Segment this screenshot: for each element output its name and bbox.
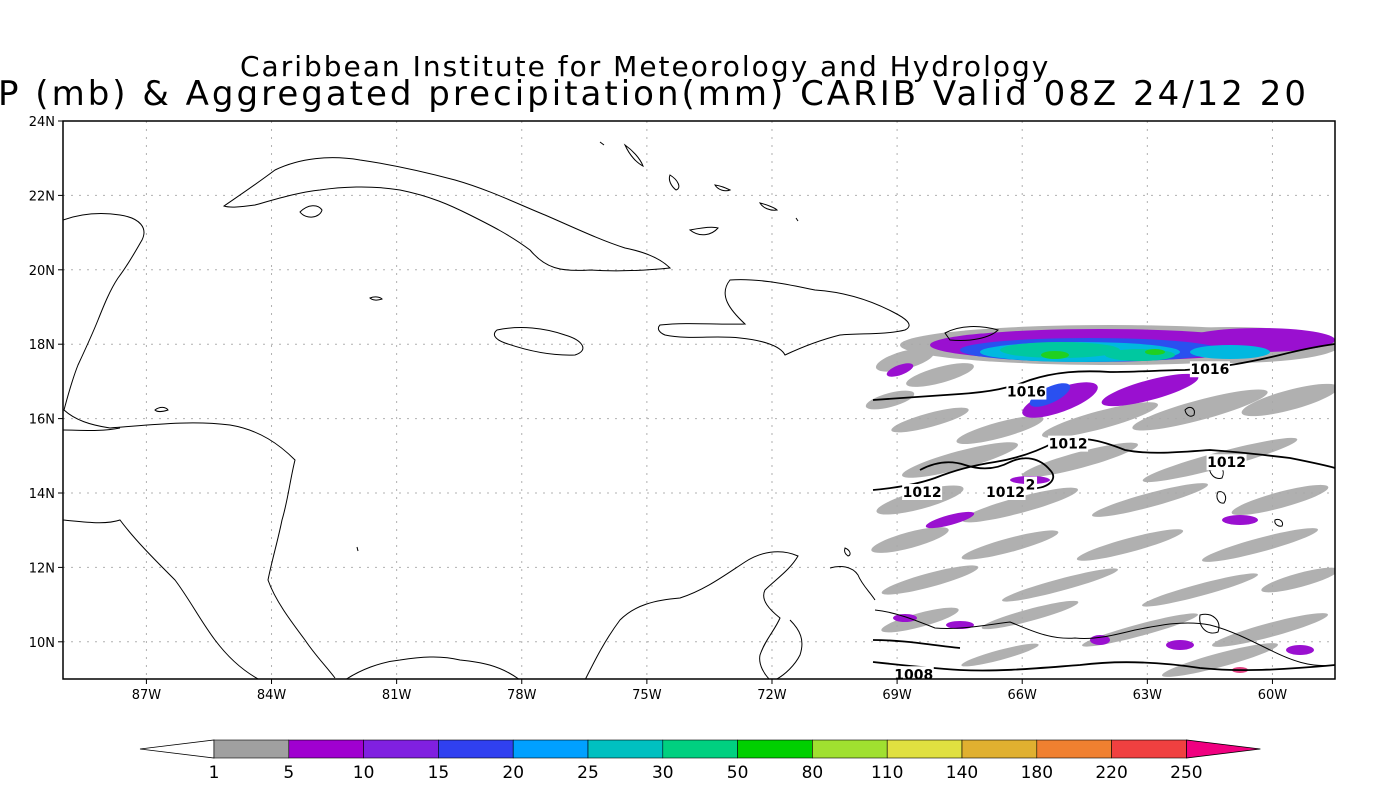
colorbar-swatch	[662, 739, 738, 759]
isobar-label-bg	[1048, 435, 1089, 452]
precipitation-field	[865, 325, 1335, 677]
colorbar-swatch	[961, 739, 1038, 759]
isobar-label: 2	[1026, 478, 1036, 494]
colorbar-swatch	[1036, 739, 1112, 759]
colorbar-label: 180	[1021, 763, 1053, 783]
lat-tick-label: 12N	[29, 561, 55, 576]
isobar-label-bg	[1024, 476, 1038, 493]
map-subtitle: P (mb) & Aggregated precipitation(mm) CA…	[0, 74, 1310, 114]
map-title: Caribbean Institute for Meteorology and …	[240, 50, 1051, 83]
coastlines	[63, 141, 1335, 679]
isobar-label: 1016	[1007, 385, 1046, 401]
colorbar-min-arrow	[139, 739, 215, 759]
colorbar-label: 10	[353, 763, 375, 783]
lon-tick-label: 87W	[132, 688, 162, 703]
lon-tick-label: 81W	[382, 688, 412, 703]
colorbar-label: 5	[283, 763, 294, 783]
lon-tick-label: 75W	[632, 688, 662, 703]
colorbar-label: 30	[652, 763, 674, 783]
isobar-label: 1012	[903, 485, 942, 501]
colorbar-label: 220	[1095, 763, 1127, 783]
colorbar-swatch	[438, 739, 514, 759]
colorbar-max-arrow	[1186, 739, 1261, 759]
colorbar-label: 80	[802, 763, 824, 783]
lon-tick-label: 63W	[1133, 688, 1163, 703]
colorbar-label: 50	[727, 763, 749, 783]
colorbar-label: 15	[428, 763, 450, 783]
lat-tick-label: 22N	[29, 189, 55, 204]
isobars	[872, 343, 1335, 672]
lat-tick-label: 16N	[29, 413, 55, 428]
latitude-ticks: 24N 22N 20N 18N 16N 14N 12N 10N	[29, 115, 63, 651]
colorbar-label: 20	[502, 763, 524, 783]
map-frame	[62, 120, 1336, 680]
colorbar-swatch	[363, 739, 439, 759]
colorbar-label: 25	[577, 763, 599, 783]
isobar-label: 1016	[1190, 362, 1229, 378]
colorbar-swatch	[737, 739, 813, 759]
isobar-label-bg	[1206, 454, 1247, 471]
isobar-label-bg	[985, 484, 1026, 500]
colorbar-label: 1	[209, 763, 220, 783]
lat-tick-label: 14N	[29, 487, 55, 502]
lat-tick-label: 24N	[29, 115, 55, 130]
isobar-label-bg	[902, 484, 943, 500]
isobar-label-bg	[1006, 383, 1047, 400]
lon-tick-label: 60W	[1258, 688, 1288, 703]
precipitation-colorbar: 1 5 10 15 20 25 30 50 80 110 140 180 220 250	[139, 739, 1261, 783]
colorbar-label: 140	[946, 763, 978, 783]
colorbar-swatch	[1111, 739, 1187, 759]
lon-tick-label: 66W	[1008, 688, 1038, 703]
colorbar-label: 250	[1170, 763, 1202, 783]
isobar-label: 1012	[986, 485, 1025, 501]
isobar-label-bg	[893, 666, 934, 679]
colorbar-swatch	[288, 739, 364, 759]
lon-tick-label: 69W	[882, 688, 912, 703]
lon-tick-label: 72W	[757, 688, 787, 703]
colorbar-swatch	[512, 739, 589, 759]
longitude-ticks: 87W 84W 81W 78W 75W 72W 69W 66W 63W 60W	[132, 679, 1288, 703]
colorbar-swatch	[213, 739, 290, 759]
lat-tick-label: 10N	[29, 636, 55, 651]
isobar-label: 1012	[1207, 455, 1246, 471]
isobar-label: 1008	[894, 667, 933, 683]
colorbar-label: 110	[871, 763, 903, 783]
lon-tick-label: 84W	[257, 688, 287, 703]
lat-tick-label: 18N	[29, 338, 55, 353]
isobar-label: 1012	[1049, 437, 1088, 453]
colorbar-swatch	[812, 739, 888, 759]
isobar-label-bg	[1189, 361, 1230, 378]
lon-tick-label: 78W	[507, 688, 537, 703]
lat-tick-label: 20N	[29, 264, 55, 279]
colorbar-swatch	[587, 739, 664, 759]
colorbar-swatch	[886, 739, 963, 759]
